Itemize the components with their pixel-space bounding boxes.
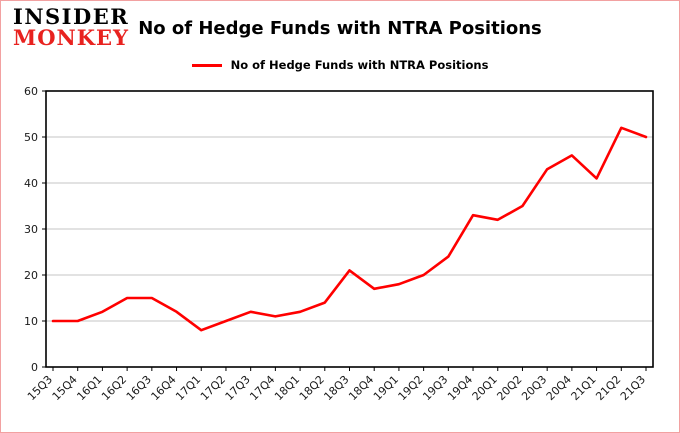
x-tick-label: 21Q3 <box>618 373 648 403</box>
plot-border <box>45 90 654 368</box>
logo-word-monkey: MONKEY <box>13 24 129 50</box>
insider-monkey-logo: INSIDER MONKEY <box>13 4 130 50</box>
logo-word-insider: INSIDER <box>13 4 130 29</box>
legend-line-swatch <box>191 63 222 67</box>
y-tick-label: 50 <box>24 131 38 144</box>
y-tick-label: 0 <box>31 361 38 374</box>
x-tick-label: 17Q2 <box>198 373 228 403</box>
y-tick-label: 20 <box>24 269 38 282</box>
x-tick-label: 19Q3 <box>420 373 450 403</box>
x-tick-label: 20Q2 <box>494 373 524 403</box>
x-tick-label: 19Q4 <box>445 373 475 403</box>
y-tick-label: 60 <box>24 85 38 98</box>
x-tick-label: 17Q3 <box>223 373 253 403</box>
x-tick-label: 19Q1 <box>371 373 401 403</box>
series-line <box>51 126 648 332</box>
line-chart: 010203040506015Q315Q416Q116Q216Q316Q417Q… <box>24 85 654 403</box>
x-tick-label: 15Q4 <box>50 373 80 403</box>
chart-title: No of Hedge Funds with NTRA Positions <box>138 18 542 39</box>
legend: No of Hedge Funds with NTRA Positions <box>1 58 679 72</box>
x-tick-label: 17Q4 <box>247 373 277 403</box>
x-tick-label: 16Q3 <box>124 373 154 403</box>
x-tick-label: 15Q3 <box>25 373 55 403</box>
y-tick-label: 10 <box>24 315 38 328</box>
x-tick-label: 21Q1 <box>569 373 599 403</box>
x-tick-label: 21Q2 <box>593 373 623 403</box>
x-tick-label: 18Q1 <box>272 373 302 403</box>
x-tick-label: 20Q1 <box>470 373 500 403</box>
y-tick-label: 30 <box>24 223 38 236</box>
x-tick-label: 16Q1 <box>74 373 104 403</box>
x-tick-label: 16Q4 <box>149 373 179 403</box>
x-tick-label: 19Q2 <box>396 373 426 403</box>
x-tick-label: 20Q4 <box>544 373 574 403</box>
x-tick-label: 18Q2 <box>297 373 327 403</box>
y-tick-label: 40 <box>24 177 38 190</box>
legend-label: No of Hedge Funds with NTRA Positions <box>230 58 489 72</box>
x-tick-label: 17Q1 <box>173 373 203 403</box>
x-tick-label: 18Q3 <box>321 373 351 403</box>
x-tick-label: 20Q3 <box>519 373 549 403</box>
x-tick-label: 16Q2 <box>99 373 129 403</box>
x-tick-label: 18Q4 <box>346 373 376 403</box>
